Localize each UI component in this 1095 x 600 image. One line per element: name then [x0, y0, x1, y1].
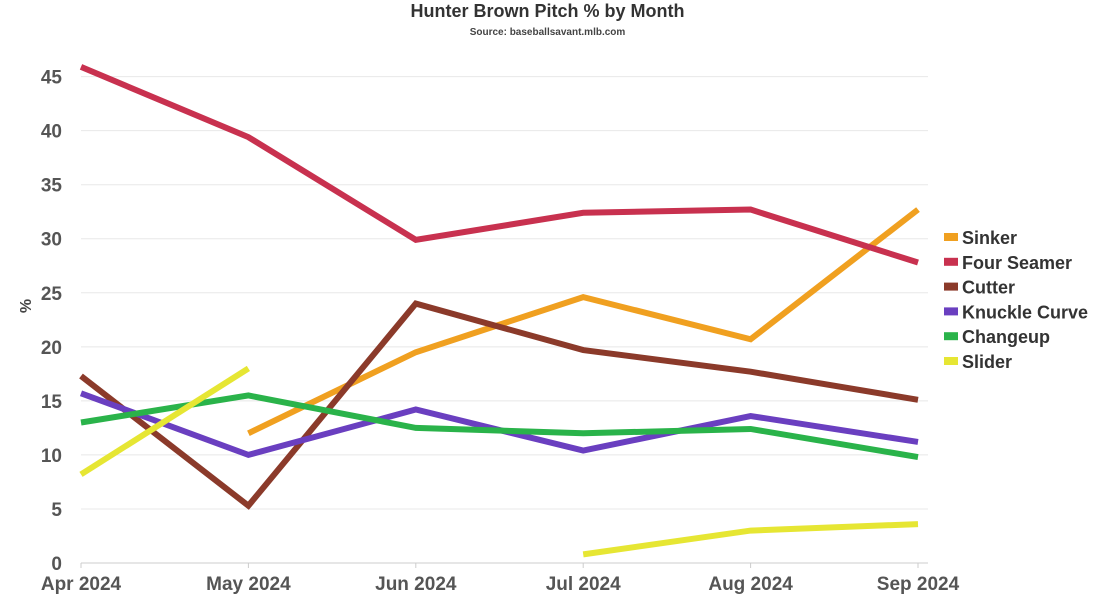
series-slider — [79, 365, 919, 558]
series-sinker — [247, 207, 920, 436]
y-tick-label: 0 — [51, 554, 62, 575]
axes: 0 5 10 15 20 25 30 35 40 45 Apr 2024 May 2024 Jun 20… — [18, 68, 960, 595]
y-axis-title: % — [18, 299, 35, 313]
y-tick-label: 15 — [41, 392, 63, 413]
y-tick-label: 10 — [41, 446, 62, 467]
series-line — [247, 207, 920, 436]
legend-item: Slider — [944, 352, 1012, 372]
x-tick-label: Jul 2024 — [546, 574, 621, 595]
gridlines — [81, 76, 928, 564]
legend-label: Knuckle Curve — [962, 302, 1088, 322]
y-tick-label: 20 — [41, 338, 62, 359]
series-line — [79, 64, 919, 266]
legend-swatch — [944, 233, 958, 241]
series-four-seamer — [79, 64, 919, 266]
x-tick-label: Jun 2024 — [375, 574, 457, 595]
legend-item: Knuckle Curve — [944, 302, 1088, 322]
y-tick-label: 45 — [41, 68, 63, 89]
legend-item: Sinker — [944, 228, 1017, 248]
legend-label: Sinker — [962, 228, 1017, 248]
chart-subtitle: Source: baseballsavant.mlb.com — [469, 27, 626, 38]
series-line — [79, 300, 919, 510]
y-tick-label: 40 — [41, 122, 62, 143]
series-line — [79, 365, 251, 477]
series-cutter — [79, 300, 919, 510]
legend-label: Changeup — [962, 327, 1050, 347]
y-tick-label: 30 — [41, 230, 62, 251]
chart-title: Hunter Brown Pitch % by Month — [410, 1, 685, 21]
series-changeup — [80, 392, 919, 461]
legend: Sinker Four Seamer Cutter Knuckle Curve Chan… — [944, 228, 1088, 372]
x-tick-label: Aug 2024 — [708, 574, 793, 595]
legend-swatch — [944, 357, 958, 365]
series-lines — [79, 64, 920, 558]
legend-swatch — [944, 332, 958, 341]
legend-item: Four Seamer — [944, 253, 1072, 273]
y-tick-label: 35 — [41, 176, 63, 197]
legend-swatch — [944, 307, 958, 316]
legend-swatch — [944, 282, 958, 291]
legend-label: Cutter — [962, 278, 1015, 298]
legend-label: Slider — [962, 352, 1012, 372]
x-tick-label: Sep 2024 — [877, 574, 960, 595]
legend-item: Changeup — [944, 327, 1050, 347]
legend-label: Four Seamer — [962, 253, 1072, 273]
legend-item: Cutter — [944, 278, 1015, 298]
series-line — [582, 521, 919, 558]
x-tick-label: May 2024 — [206, 574, 291, 595]
x-tick-label: Apr 2024 — [41, 574, 122, 595]
series-line — [80, 392, 919, 461]
y-tick-label: 25 — [41, 284, 63, 305]
y-tick-label: 5 — [51, 500, 62, 521]
legend-swatch — [944, 257, 958, 266]
